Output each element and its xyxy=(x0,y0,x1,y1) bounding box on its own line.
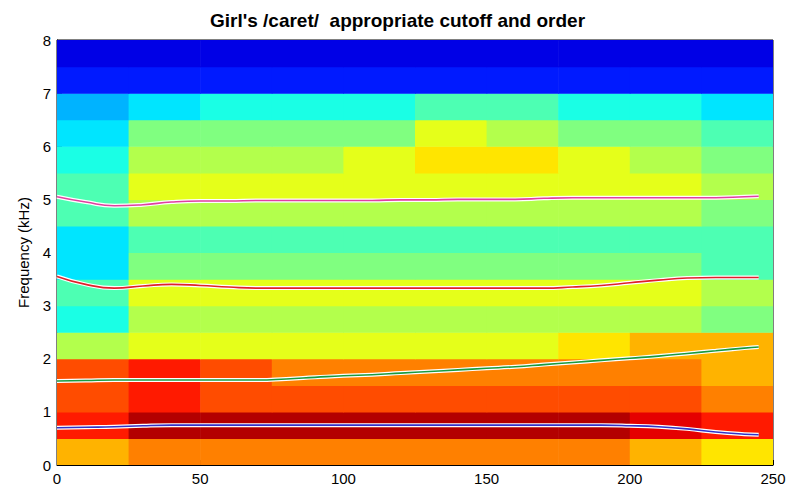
svg-text:1: 1 xyxy=(43,403,51,420)
svg-text:8: 8 xyxy=(43,32,51,49)
svg-text:5: 5 xyxy=(43,191,51,208)
svg-text:Girl's /caret/ appropriate cu: Girl's /caret/ appropriate cutoff and or… xyxy=(210,10,586,31)
svg-text:250: 250 xyxy=(760,470,785,487)
svg-text:3: 3 xyxy=(43,297,51,314)
svg-text:150: 150 xyxy=(474,470,499,487)
svg-text:0: 0 xyxy=(43,457,51,474)
svg-text:2: 2 xyxy=(43,350,51,367)
svg-text:50: 50 xyxy=(192,470,209,487)
svg-text:6: 6 xyxy=(43,138,51,155)
svg-text:100: 100 xyxy=(331,470,356,487)
svg-text:0: 0 xyxy=(53,470,61,487)
svg-text:200: 200 xyxy=(617,470,642,487)
svg-text:4: 4 xyxy=(43,244,51,261)
svg-text:Frequency (kHz): Frequency (kHz) xyxy=(15,197,32,308)
svg-text:7: 7 xyxy=(43,85,51,102)
